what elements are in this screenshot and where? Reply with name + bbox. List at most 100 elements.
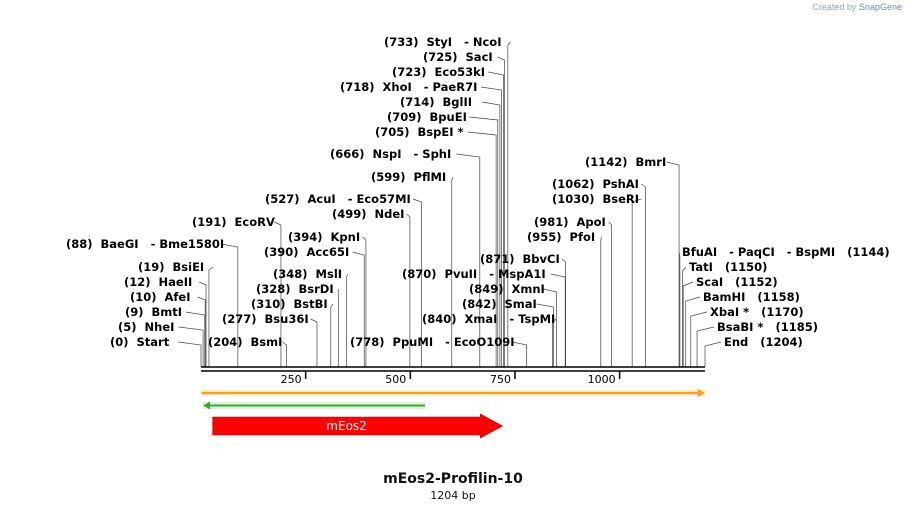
restriction-site-label[interactable]: BfuAI - PaqCI - BspMI (1144) [682, 245, 890, 259]
restriction-site-label[interactable]: (12) HaeII [124, 275, 192, 289]
axis-tick-label: 1000 [588, 373, 616, 386]
site-leader-line [208, 266, 214, 367]
site-leader-line [362, 236, 367, 367]
site-leader-line [690, 311, 708, 367]
restriction-site-label[interactable]: (725) SacI [423, 50, 493, 64]
site-leader-line [641, 183, 646, 367]
restriction-site-label[interactable]: (981) ApoI [534, 215, 606, 229]
restriction-site-label[interactable]: (277) Bsu36I [222, 312, 309, 326]
site-leader-line [310, 318, 318, 367]
restriction-site-label[interactable]: (527) AcuI - Eco57MI [265, 192, 411, 206]
axis-tick-label: 750 [490, 373, 511, 386]
restriction-site-label[interactable]: (328) BsrDI [256, 282, 334, 296]
restriction-site-label[interactable]: (1062) PshAI [552, 177, 639, 191]
site-leader-line [451, 176, 454, 367]
restriction-site-label[interactable]: (10) AfeI [130, 290, 191, 304]
restriction-site-label[interactable]: (390) Acc65I [264, 245, 349, 259]
site-leader-line [682, 281, 694, 367]
restriction-site-label[interactable]: (840) XmaI - TspMI [422, 312, 555, 326]
site-leader-line [600, 236, 602, 367]
restriction-site-label[interactable]: (310) BstBI [251, 297, 328, 311]
site-leader-line [352, 251, 365, 367]
restriction-site-label[interactable]: (499) NdeI [332, 207, 404, 221]
restriction-site-label[interactable]: (9) BmtI [125, 305, 182, 319]
restriction-site-label[interactable]: (19) BsiEI [138, 260, 204, 274]
restriction-site-label[interactable]: (723) Eco53kI [392, 65, 485, 79]
restriction-site-label[interactable]: (204) BsmI [208, 335, 282, 349]
site-labels: (733) StyI - NcoI(725) SacI(723) Eco53kI… [66, 35, 890, 349]
restriction-site-label[interactable]: XbaI * (1170) [710, 305, 804, 319]
site-leader-line [330, 303, 334, 367]
restriction-site-label[interactable]: (191) EcoRV [192, 215, 275, 229]
site-leader-line [480, 86, 502, 367]
site-leader-line [346, 273, 348, 367]
site-leader-line [678, 251, 681, 367]
restriction-site-label[interactable]: (718) XhoI - PaeR7I [340, 80, 477, 94]
restriction-site-label[interactable]: (778) PpuMI - EcoO109I [350, 335, 515, 349]
restriction-site-label[interactable]: (394) KpnI [288, 230, 360, 244]
site-leader-line [488, 71, 505, 367]
restriction-site-label[interactable]: (705) BspEI * [375, 125, 464, 139]
site-leader-line [561, 258, 566, 367]
site-leader-line [631, 198, 642, 367]
construct-length: 1204 bp [430, 489, 476, 502]
axis-tick-label: 500 [385, 373, 406, 386]
restriction-site-label[interactable]: BamHI (1158) [703, 290, 800, 304]
site-leader-line [536, 303, 554, 367]
site-leader-lines [178, 41, 722, 367]
restriction-site-label[interactable]: End (1204) [724, 335, 803, 349]
restriction-site-label[interactable]: (5) NheI [118, 320, 174, 334]
site-leader-line [282, 341, 287, 367]
restriction-site-label[interactable]: (709) BpuEI [387, 110, 467, 124]
meos2-feature-arrow[interactable] [212, 413, 504, 439]
site-leader-line [467, 131, 497, 367]
site-leader-line [185, 311, 206, 367]
orange-feature-arrowhead [698, 389, 705, 397]
restriction-site-label[interactable]: ScaI (1152) [696, 275, 778, 289]
restriction-site-label[interactable]: (733) StyI - NcoI [384, 35, 502, 49]
restriction-site-label[interactable]: (870) PvuII - MspA1I [402, 267, 546, 281]
sequence-map: (733) StyI - NcoI(725) SacI(723) Eco53kI… [66, 35, 890, 439]
restriction-site-label[interactable]: BsaBI * (1185) [717, 320, 818, 334]
site-leader-line [178, 326, 204, 367]
restriction-site-label[interactable]: (599) PflMI [371, 170, 446, 184]
site-leader-line [274, 221, 282, 367]
site-leader-line [512, 341, 528, 367]
restriction-site-label[interactable]: (955) PfoI [527, 230, 595, 244]
snapgene-credit: Created by SnapGene [812, 2, 902, 12]
site-leader-line [469, 116, 499, 367]
restriction-site-label[interactable]: (1142) BmrI [585, 155, 666, 169]
site-leader-line [552, 318, 557, 367]
restriction-site-label[interactable]: (842) SmaI [462, 297, 537, 311]
restriction-site-label[interactable]: (1030) BseRI [552, 192, 639, 206]
site-leader-line [543, 288, 557, 367]
site-leader-line [456, 153, 481, 367]
site-leader-line [178, 341, 202, 367]
site-leader-line [482, 101, 501, 367]
site-leader-line [685, 296, 701, 367]
site-leader-line [406, 213, 411, 367]
restriction-site-label[interactable]: (348) MslI [273, 267, 342, 281]
site-leader-line [704, 341, 722, 367]
restriction-site-label[interactable]: (849) XmnI [469, 282, 545, 296]
axis-tick-label: 250 [281, 373, 302, 386]
credit-prefix: Created by [812, 2, 857, 12]
site-leader-line [682, 266, 687, 367]
axis-ticks: 250 500 750 1000 [281, 371, 621, 386]
snapgene-logo: SnapGene [858, 2, 902, 12]
site-leader-line [220, 243, 239, 367]
site-leader-line [197, 296, 206, 367]
site-leader-line [608, 221, 613, 367]
restriction-site-label[interactable]: (714) BglII [400, 95, 472, 109]
restriction-site-label[interactable]: (666) NspI - SphI [330, 147, 451, 161]
restriction-site-label[interactable]: (88) BaeGI - Bme1580I [66, 237, 224, 251]
site-leader-line [507, 41, 511, 367]
restriction-site-label[interactable]: (0) Start [110, 335, 170, 349]
site-leader-line [497, 56, 505, 367]
restriction-site-label[interactable]: (871) BbvCI [480, 252, 560, 266]
site-leader-line [550, 273, 566, 367]
features: mEos2 [201, 389, 705, 439]
construct-name: mEos2-Profilin-10 [383, 471, 523, 487]
restriction-site-label[interactable]: TatI (1150) [689, 260, 767, 274]
site-leader-line [696, 326, 715, 367]
